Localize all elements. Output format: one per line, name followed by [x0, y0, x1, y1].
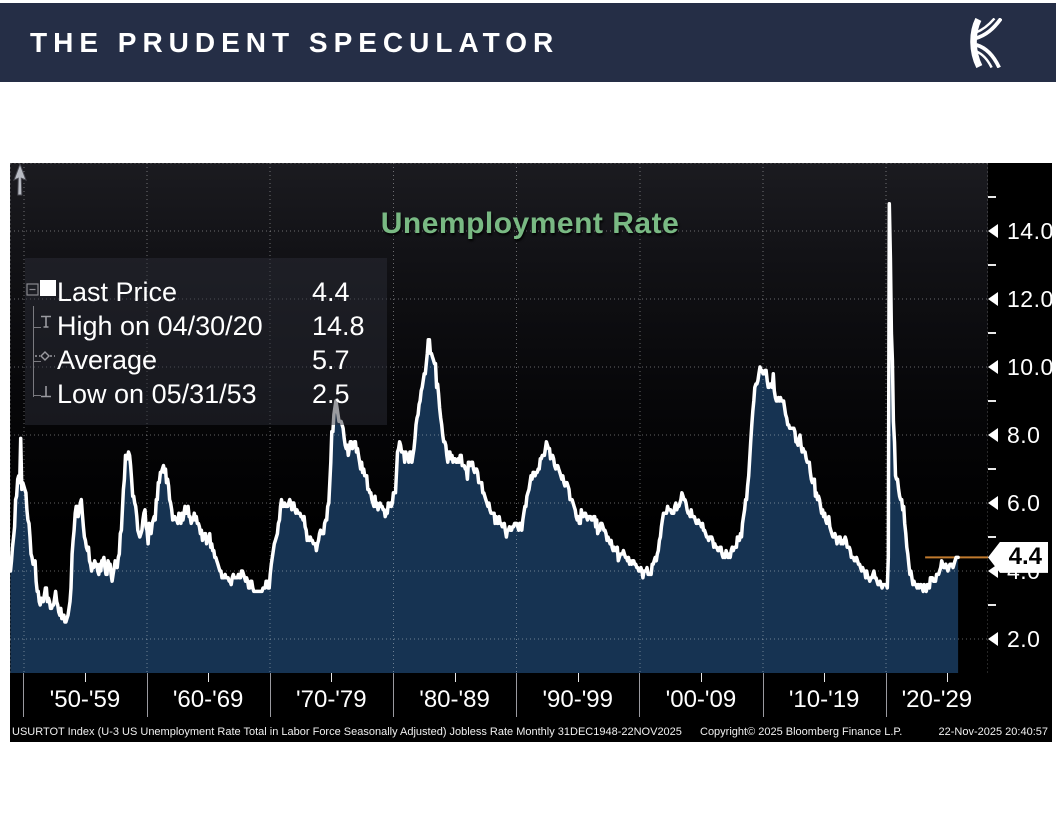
y-axis-label: 6.0: [1007, 489, 1041, 516]
legend-row-average: Average 5.7: [25, 345, 387, 377]
tick-arrow-icon: [988, 428, 998, 442]
decade-separator: [763, 673, 764, 717]
tick-arrow-icon: [988, 632, 998, 646]
plot-area: Unemployment Rate Last Price 4.4 High on…: [10, 163, 988, 673]
y-axis-minor-tick: [988, 536, 996, 538]
unemployment-line: [10, 202, 960, 624]
unemployment-area-chart: [10, 163, 988, 673]
legend-label: High on 04/30/20: [57, 311, 263, 341]
decade-separator: [393, 673, 394, 717]
legend-tree-stub: [33, 361, 41, 362]
x-axis-minor-tick: [455, 673, 456, 682]
average-marker-icon: [35, 351, 55, 361]
legend-label: Average: [57, 345, 158, 375]
y-axis-label: 10.0: [1007, 353, 1054, 380]
y-axis-label: 2.0: [1007, 625, 1041, 652]
decade-label: '60-'69: [172, 686, 244, 713]
kovitz-k-logo-icon: [970, 18, 1002, 68]
y-axis-minor-tick: [988, 604, 996, 606]
decade-separator: [23, 673, 24, 717]
chart-title: Unemployment Rate: [380, 207, 680, 240]
chart-footer: USURTOT Index (U-3 US Unemployment Rate …: [10, 723, 1052, 742]
y-axis-minor-tick: [988, 264, 996, 266]
x-axis-minor-tick: [331, 673, 332, 682]
x-axis-minor-tick: [578, 673, 579, 682]
decade-separator: [147, 673, 148, 717]
decade-label: '80-'89: [419, 686, 490, 713]
legend-label: Low on 05/31/53: [57, 379, 257, 409]
mouse-cursor-icon: [13, 163, 27, 196]
low-marker-icon: [41, 386, 51, 398]
x-axis-minor-tick: [208, 673, 209, 682]
price-axis: 4.4 14.012.010.08.06.04.02.0: [988, 163, 1054, 742]
y-axis-tick: 14.0: [988, 217, 1054, 245]
last-price-flag: 4.4: [988, 541, 1048, 573]
last-price-flag-value: 4.4: [1008, 543, 1042, 571]
ticker-description: USURTOT Index (U-3 US Unemployment Rate …: [12, 726, 682, 738]
legend-value: 5.7: [312, 345, 350, 375]
y-axis-label: 8.0: [1007, 421, 1041, 448]
tick-arrow-icon: [988, 564, 998, 578]
tick-arrow-icon: [988, 360, 998, 374]
y-axis-minor-tick: [988, 196, 996, 198]
series-square-marker-icon: [40, 280, 56, 296]
site-title: THE PRUDENT SPECULATOR: [30, 27, 560, 58]
y-axis-minor-tick: [988, 400, 996, 402]
tick-arrow-icon: [988, 224, 998, 238]
decade-separator: [516, 673, 517, 717]
y-axis-tick: 12.0: [988, 285, 1054, 313]
decade-label: '50-'59: [49, 686, 121, 713]
y-axis-tick: 8.0: [988, 421, 1040, 449]
tick-arrow-icon: [988, 496, 998, 510]
y-axis-tick: 2.0: [988, 625, 1040, 653]
decade-label: '70-'79: [296, 686, 367, 713]
x-axis-minor-tick: [947, 673, 948, 682]
y-axis-label: 12.0: [1007, 285, 1054, 312]
legend-value: 2.5: [312, 379, 350, 409]
legend-row-high: High on 04/30/20 14.8: [25, 311, 387, 343]
decade-label: '10-'19: [788, 686, 860, 713]
legend-tree-stub: [33, 395, 41, 396]
copyright-notice: Copyright© 2025 Bloomberg Finance L.P.: [700, 726, 903, 738]
x-axis-minor-tick: [701, 673, 702, 682]
tick-arrow-icon: [988, 292, 998, 306]
legend-tree-line: [33, 306, 34, 397]
y-axis-label: 14.0: [1007, 217, 1054, 244]
time-axis: '50-'59 '60-'69 '70-'79 '80-'89 '90-'99 '00-'…: [10, 673, 988, 723]
legend-row-last-price: Last Price 4.4: [25, 277, 387, 309]
legend-value: 4.4: [312, 277, 350, 307]
y-axis-tick: 6.0: [988, 489, 1040, 517]
y-axis-minor-tick: [988, 332, 996, 334]
legend-value: 14.8: [312, 311, 365, 341]
x-axis-minor-tick: [824, 673, 825, 682]
header-bar: THE PRUDENT SPECULATOR: [0, 3, 1056, 82]
high-marker-icon: [41, 315, 51, 328]
decade-label: '90-'99: [542, 686, 613, 713]
y-axis-tick: 10.0: [988, 353, 1054, 381]
x-axis-minor-tick: [85, 673, 86, 682]
timestamp: 22-Nov-2025 20:40:57: [938, 726, 1048, 738]
legend-row-low: Low on 05/31/53 2.5: [25, 379, 387, 411]
decade-separator: [270, 673, 271, 717]
legend-label: Last Price: [57, 277, 178, 307]
decade-label: '20-'29: [901, 686, 973, 713]
bloomberg-chart: Unemployment Rate Last Price 4.4 High on…: [10, 163, 1054, 742]
decade-separator: [886, 673, 887, 717]
legend-expander-icon[interactable]: [26, 283, 39, 296]
decade-label: '00-'09: [665, 686, 737, 713]
decade-separator: [639, 673, 640, 717]
y-axis-minor-tick: [988, 468, 996, 470]
legend-tree-stub: [33, 327, 41, 328]
chart-legend: Last Price 4.4 High on 04/30/20 14.8 Ave…: [25, 258, 387, 425]
